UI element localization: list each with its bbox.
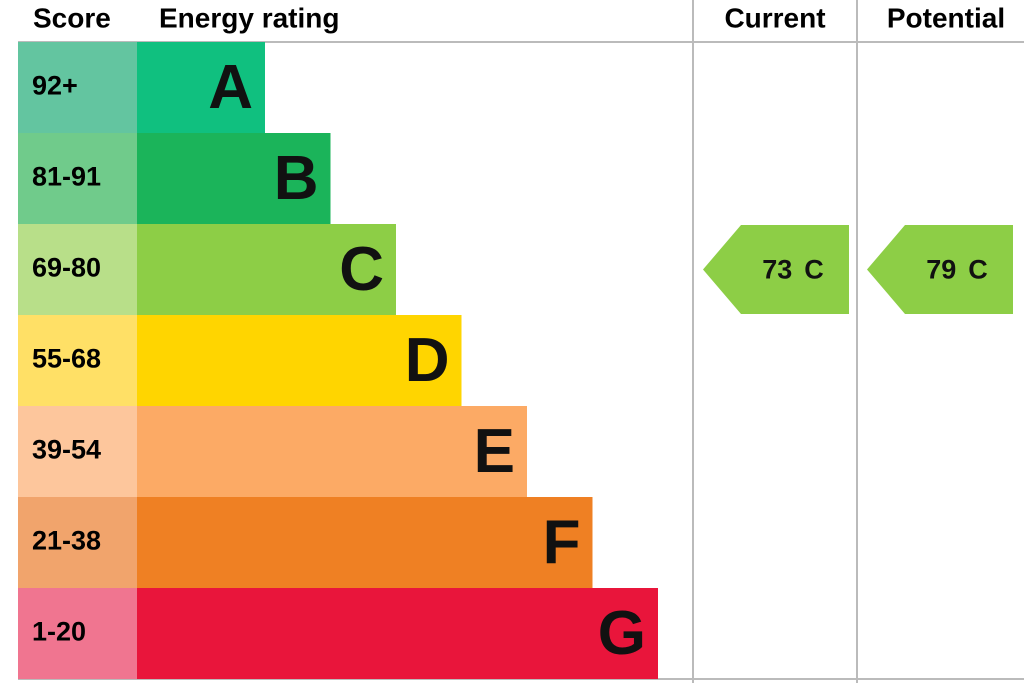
rating-letter: E (474, 417, 515, 486)
score-label: 55-68 (32, 344, 101, 374)
rating-bar (137, 588, 658, 679)
rating-letter: C (339, 235, 384, 304)
rating-bar (137, 133, 331, 224)
score-cell (18, 406, 137, 497)
rating-bar (137, 497, 593, 588)
potential-value: 79 (926, 255, 956, 285)
potential-letter: C (968, 255, 988, 285)
score-label: 92+ (32, 71, 78, 101)
rating-bar (137, 315, 462, 406)
potential-label: 79 C (926, 255, 988, 285)
current-value: 73 (762, 255, 792, 285)
current-letter: C (804, 255, 824, 285)
rating-bar (137, 224, 396, 315)
score-label: 21-38 (32, 526, 101, 556)
score-cell (18, 42, 137, 133)
score-label: 81-91 (32, 162, 101, 192)
potential-header: Potential (887, 2, 1005, 33)
rating-bar (137, 42, 265, 133)
score-label: 69-80 (32, 253, 101, 283)
rating-header: Energy rating (159, 2, 339, 33)
score-cell (18, 588, 137, 679)
score-cell (18, 315, 137, 406)
score-label: 39-54 (32, 435, 101, 465)
score-cell (18, 133, 137, 224)
rating-letter: G (598, 599, 646, 668)
rating-bar (137, 406, 527, 497)
rating-arrow (703, 225, 849, 314)
rating-arrow (867, 225, 1013, 314)
score-cell (18, 497, 137, 588)
rating-letter: A (208, 53, 253, 122)
current-header: Current (724, 2, 825, 33)
rating-letter: F (543, 508, 581, 577)
score-cell (18, 224, 137, 315)
current-label: 73 C (762, 255, 824, 285)
score-header: Score (33, 2, 111, 33)
rating-letter: D (405, 326, 450, 395)
score-label: 1-20 (32, 617, 86, 647)
rating-letter: B (274, 144, 319, 213)
